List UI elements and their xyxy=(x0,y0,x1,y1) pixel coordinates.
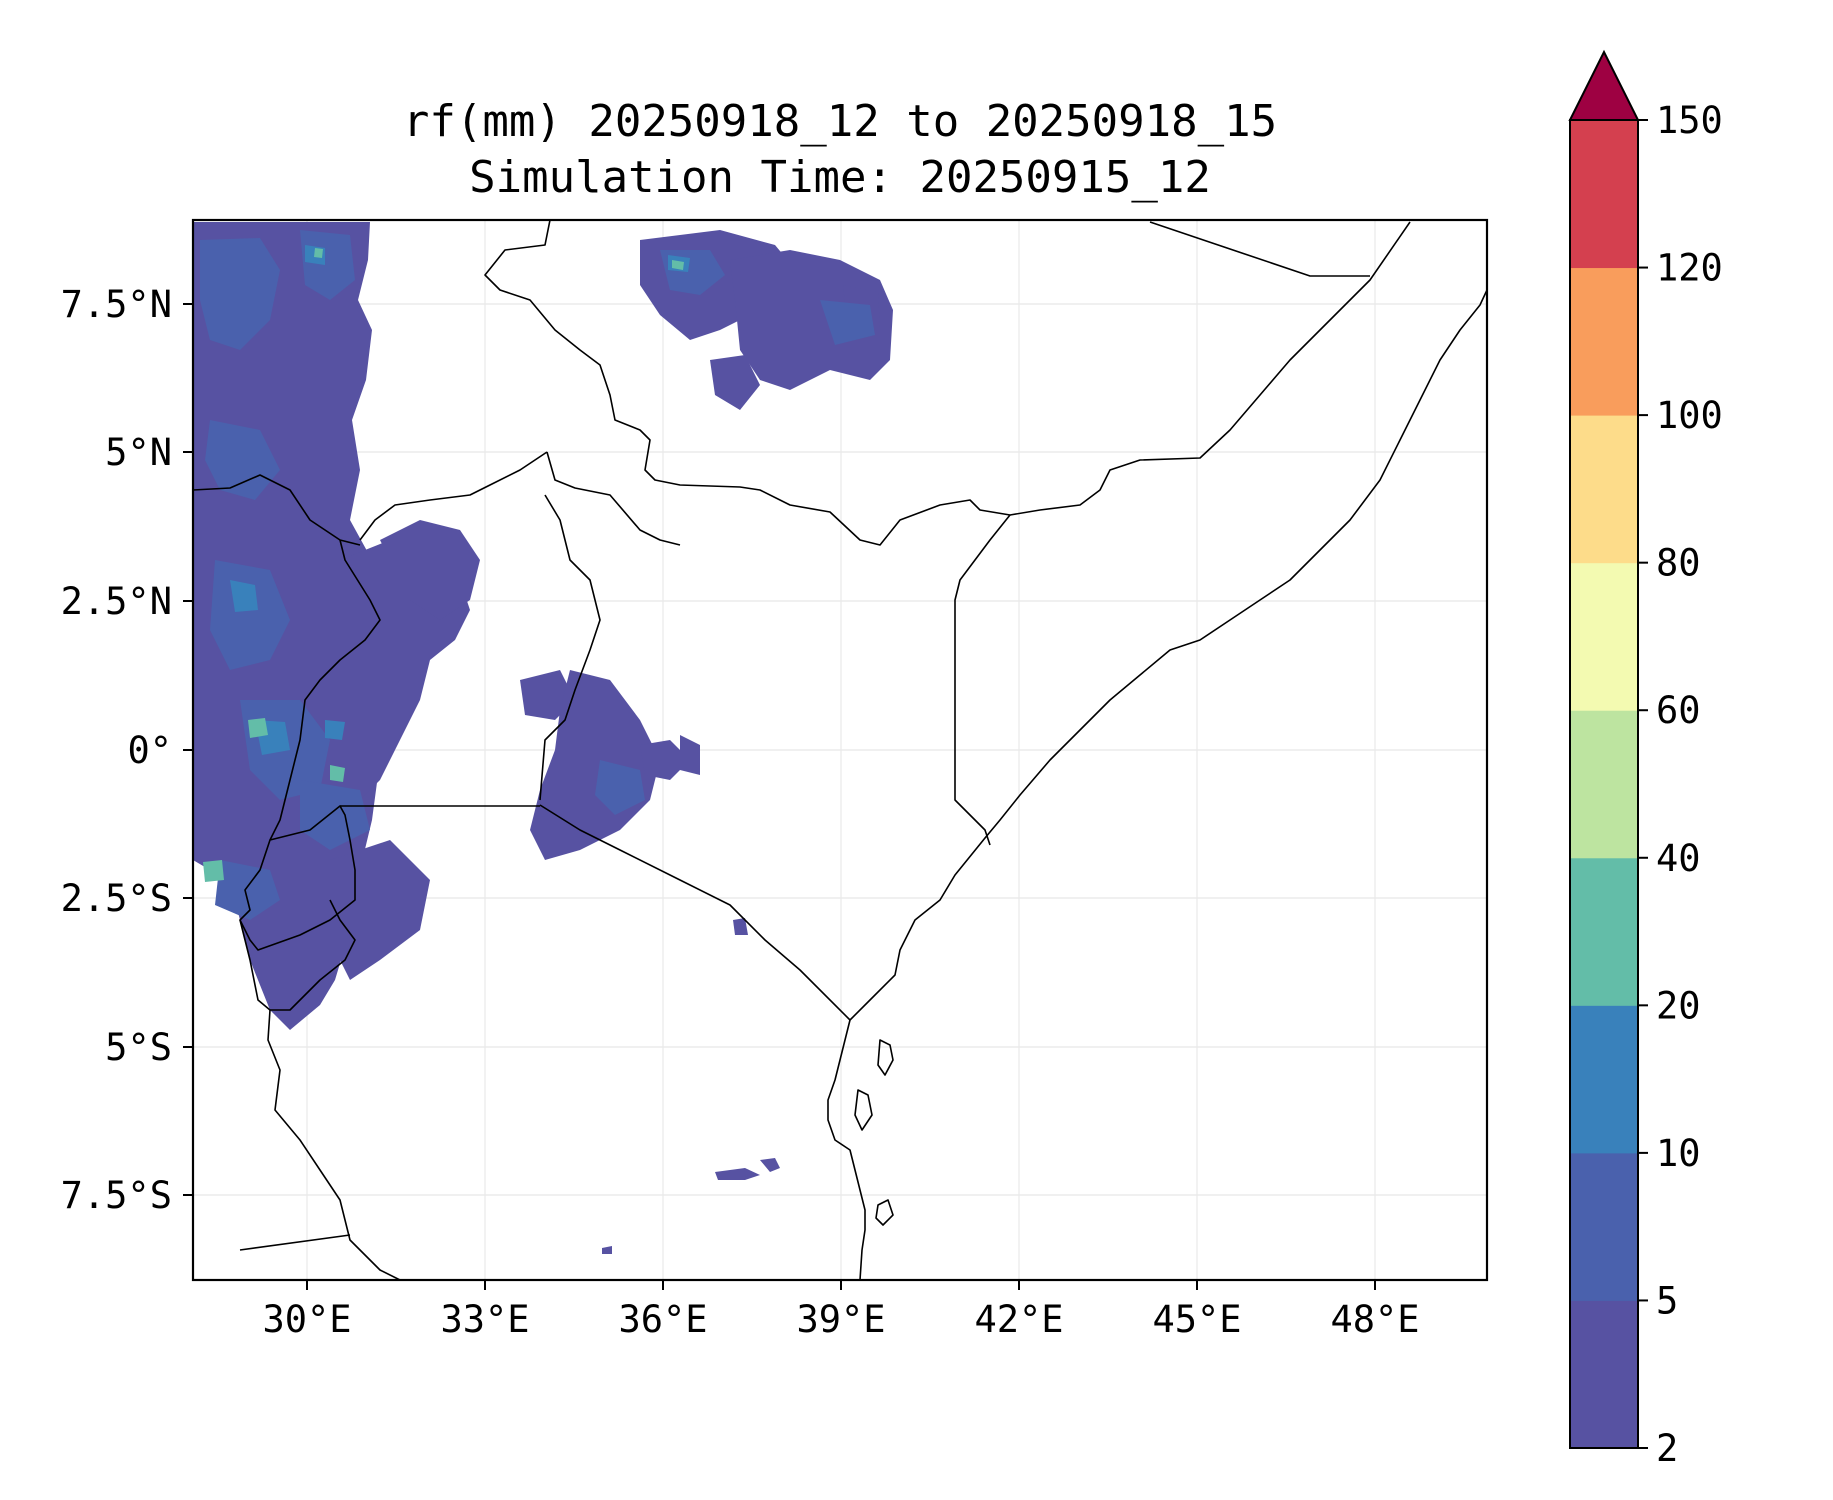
border-drc-tanzania xyxy=(267,1009,401,1280)
lon-tick-label: 36°E xyxy=(618,1298,707,1341)
lat-tick-label: 7.5°S xyxy=(61,1174,172,1217)
colorbar-band xyxy=(1570,1152,1638,1301)
island-mafia xyxy=(875,1199,894,1226)
map-panel xyxy=(191,218,1489,1282)
colorbar-band xyxy=(1570,710,1638,859)
lat-tick-label: 0° xyxy=(127,729,172,772)
border-burundi-tanzania xyxy=(239,899,356,1011)
colorbar-frame xyxy=(1569,119,1639,1449)
lon-tick-label: 39°E xyxy=(796,1298,885,1341)
border-kenya-somalia xyxy=(954,514,1011,846)
border-drc-uganda xyxy=(269,539,381,841)
island-pemba xyxy=(877,1039,894,1076)
lat-tick-label: 2.5°N xyxy=(61,580,172,623)
rainfall-field xyxy=(193,222,893,1254)
colorbar-band xyxy=(1570,857,1638,1006)
border-kenya-tanzania xyxy=(539,804,851,1021)
colorbar-tick-label: 60 xyxy=(1656,689,1701,732)
colorbar-tick-label: 2 xyxy=(1656,1427,1678,1470)
border-ethiopia-north xyxy=(484,220,1411,546)
title-line-2: Simulation Time: 20250915_12 xyxy=(469,152,1211,203)
colorbar-tick-label: 120 xyxy=(1656,247,1723,290)
coastline-tanzania xyxy=(827,1019,866,1280)
rain-level-5-10 xyxy=(200,230,875,920)
colorbar-extend-arrow xyxy=(1568,49,1640,121)
lat-tick-label: 2.5°S xyxy=(61,877,172,920)
colorbar-band xyxy=(1570,415,1638,564)
colorbar-band xyxy=(1570,1005,1638,1154)
colorbar: 2 5 10 20 40 60 80 100 120 150 xyxy=(1568,49,1723,1470)
border-ssudan-ethiopia xyxy=(546,451,681,546)
island-zanzibar xyxy=(854,1089,873,1131)
colorbar-tick-label: 10 xyxy=(1656,1132,1701,1175)
lon-tick-label: 48°E xyxy=(1330,1298,1419,1341)
border-uganda-kenya xyxy=(539,494,601,801)
lat-tick-labels: 7.5°N 5°N 2.5°N 0° 2.5°S 5°S 7.5°S xyxy=(61,283,172,1217)
colorbar-tick-label: 150 xyxy=(1656,99,1723,142)
lon-tick-labels: 30°E 33°E 36°E 39°E 42°E 45°E 48°E xyxy=(262,1298,1419,1341)
colorbar-band xyxy=(1570,267,1638,416)
colorbar-tick-label: 100 xyxy=(1656,394,1723,437)
country-borders xyxy=(193,220,1487,1280)
lat-tick-label: 7.5°N xyxy=(61,283,172,326)
border-zambia-tanzania xyxy=(239,1234,351,1251)
border-ssudan-uganda xyxy=(359,451,548,541)
lat-tick-label: 5°S xyxy=(105,1026,172,1069)
colorbar-band xyxy=(1570,562,1638,711)
lon-tick-label: 45°E xyxy=(1152,1298,1241,1341)
colorbar-tick-label: 80 xyxy=(1656,542,1701,585)
lon-tick-label: 33°E xyxy=(440,1298,529,1341)
lon-tick-label: 42°E xyxy=(974,1298,1063,1341)
rain-level-20-40 xyxy=(203,248,684,882)
coastline-kenya-somalia xyxy=(849,289,1487,1021)
border-rwanda-burundi xyxy=(239,805,356,951)
colorbar-tick-label: 5 xyxy=(1656,1279,1678,1322)
lon-tick-label: 30°E xyxy=(262,1298,351,1341)
colorbar-band xyxy=(1570,1300,1638,1449)
map-ticks xyxy=(183,303,1376,1290)
border-djibouti-somaliland xyxy=(1149,221,1370,277)
lat-tick-label: 5°N xyxy=(105,431,172,474)
colorbar-band xyxy=(1570,120,1638,269)
colorbar-tick-label: 20 xyxy=(1656,984,1701,1027)
title-line-1: rf(mm) 20250918_12 to 20250918_15 xyxy=(402,96,1278,147)
colorbar-tick-label: 40 xyxy=(1656,837,1701,880)
